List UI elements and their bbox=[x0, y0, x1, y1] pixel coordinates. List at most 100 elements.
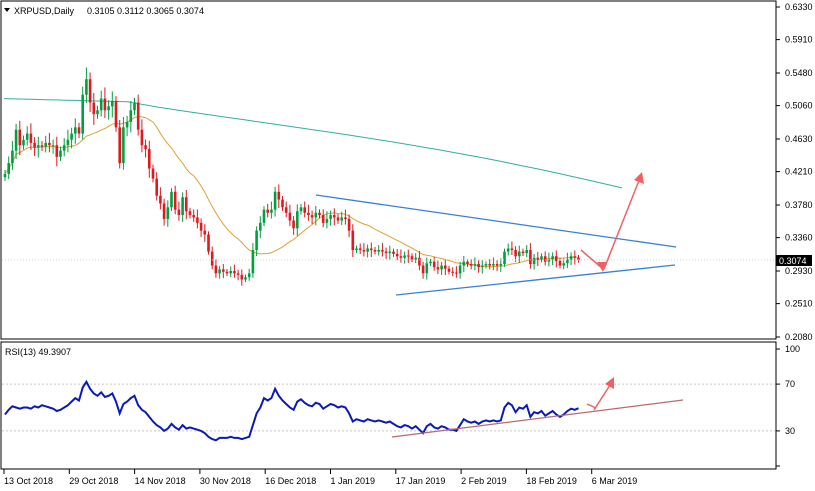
candle bbox=[185, 190, 188, 220]
price-tick-label: 0.2930 bbox=[785, 266, 813, 276]
candle-body bbox=[196, 217, 199, 223]
candle-body bbox=[384, 251, 388, 254]
candle-body bbox=[458, 265, 462, 274]
candle-body bbox=[37, 145, 40, 148]
candle bbox=[410, 253, 414, 263]
candle-body bbox=[18, 129, 22, 146]
rsi-tick-label: 30 bbox=[785, 426, 795, 436]
candle bbox=[11, 140, 14, 170]
rsi-trendline[interactable] bbox=[391, 399, 684, 438]
candle bbox=[192, 209, 195, 222]
candle bbox=[440, 261, 443, 275]
candle bbox=[107, 100, 110, 120]
candle-body bbox=[381, 250, 384, 252]
candle-body bbox=[529, 250, 532, 265]
candle-body bbox=[366, 248, 369, 252]
candle bbox=[74, 118, 77, 144]
candle-body bbox=[429, 261, 432, 264]
candle-body bbox=[307, 212, 310, 216]
candle bbox=[536, 252, 540, 267]
candle-body bbox=[321, 215, 325, 223]
candle-body bbox=[314, 212, 318, 218]
candle bbox=[288, 204, 292, 227]
rsi-arrow-up bbox=[593, 377, 614, 411]
candle bbox=[199, 218, 203, 238]
candle-body bbox=[136, 102, 140, 130]
price-tick-label: 0.5480 bbox=[785, 68, 813, 78]
candle-body bbox=[270, 209, 273, 213]
rsi-axis: 100 70 30 bbox=[2, 344, 800, 467]
candle bbox=[421, 261, 425, 279]
candle bbox=[370, 242, 373, 257]
candle-body bbox=[325, 218, 329, 223]
candle bbox=[88, 72, 92, 113]
candle-body bbox=[85, 79, 88, 95]
candle bbox=[229, 266, 232, 277]
candle bbox=[377, 245, 380, 256]
candle-body bbox=[288, 212, 292, 221]
candle-body bbox=[432, 261, 436, 268]
candle bbox=[62, 138, 66, 157]
candle-body bbox=[88, 79, 92, 103]
candle bbox=[225, 269, 229, 277]
candle bbox=[503, 248, 506, 267]
candle bbox=[162, 198, 166, 226]
candle bbox=[451, 267, 454, 277]
candle-body bbox=[569, 256, 573, 260]
candle bbox=[85, 67, 88, 103]
candle bbox=[273, 186, 277, 217]
candle-body bbox=[469, 264, 473, 266]
candle-body bbox=[451, 271, 454, 273]
candle-body bbox=[225, 271, 229, 274]
candle-body bbox=[403, 255, 406, 258]
candle-body bbox=[25, 133, 29, 140]
candle bbox=[262, 206, 266, 227]
candle bbox=[532, 253, 536, 270]
rsi-panel[interactable] bbox=[0, 341, 777, 470]
candle-body bbox=[81, 94, 84, 134]
candle-body bbox=[92, 102, 96, 115]
candle-body bbox=[388, 251, 392, 254]
candle bbox=[314, 205, 318, 226]
candle bbox=[429, 258, 432, 267]
candle-body bbox=[351, 230, 355, 251]
candle-body bbox=[236, 273, 240, 275]
last-price-badge: 0.3074 bbox=[779, 256, 807, 266]
candle bbox=[266, 203, 269, 218]
price-tick-label: 0.3360 bbox=[785, 233, 813, 243]
date-tick-label: 16 Dec 2018 bbox=[265, 476, 316, 486]
candle bbox=[29, 123, 33, 150]
candle-body bbox=[558, 260, 562, 266]
candle-body bbox=[74, 127, 77, 134]
candle-body bbox=[262, 209, 266, 223]
candle bbox=[469, 259, 473, 270]
candlestick-series bbox=[2, 67, 775, 286]
candle bbox=[136, 94, 140, 136]
candle-body bbox=[218, 269, 221, 274]
candle-body bbox=[207, 234, 210, 252]
candle-body bbox=[358, 248, 362, 251]
candle bbox=[66, 129, 70, 153]
symbol-dropdown-icon[interactable] bbox=[4, 8, 10, 12]
candle-body bbox=[347, 218, 351, 231]
candle-body bbox=[562, 263, 565, 266]
candle-body bbox=[551, 256, 554, 260]
candle bbox=[444, 259, 447, 276]
candle-body bbox=[536, 257, 540, 260]
trendline-lower[interactable] bbox=[395, 264, 676, 296]
candle bbox=[155, 172, 158, 201]
candle bbox=[540, 253, 543, 263]
candle bbox=[259, 216, 262, 239]
candle bbox=[48, 132, 51, 153]
candle bbox=[292, 216, 295, 235]
candle-body bbox=[514, 250, 517, 257]
candle-body bbox=[159, 195, 162, 204]
candle-body bbox=[540, 256, 543, 260]
date-tick-label: 6 Mar 2019 bbox=[592, 476, 638, 486]
candle bbox=[384, 247, 388, 260]
candle-body bbox=[566, 259, 569, 264]
candle bbox=[399, 249, 403, 263]
price-panel[interactable] bbox=[0, 0, 777, 340]
candle-body bbox=[395, 253, 399, 257]
